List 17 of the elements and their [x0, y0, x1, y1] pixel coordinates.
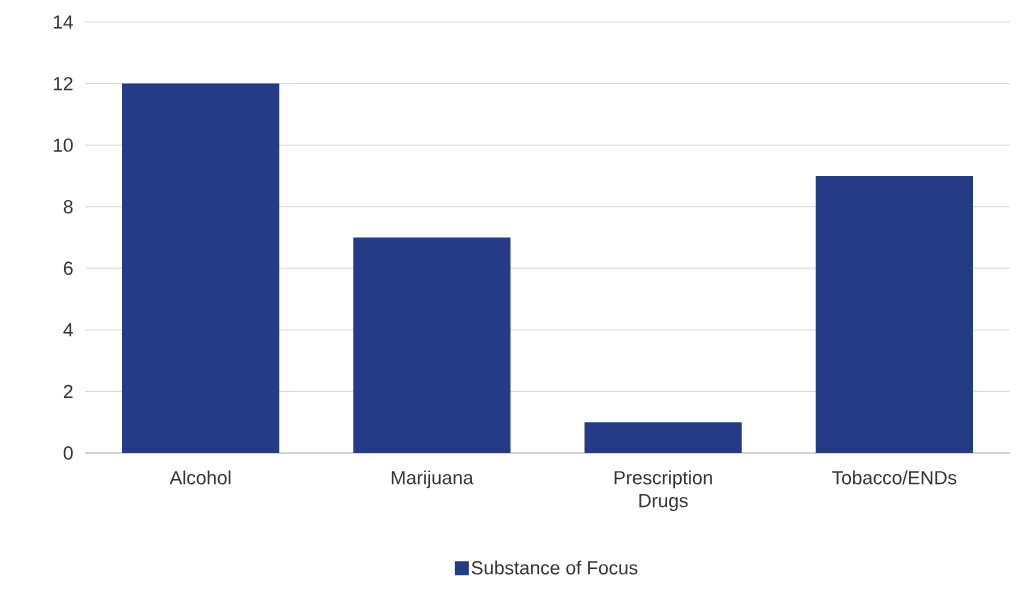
y-tick-label: 6: [63, 261, 73, 275]
bar: [353, 237, 511, 453]
y-tick-label: 10: [53, 138, 73, 152]
y-tick-label: 12: [53, 76, 73, 91]
y-tick-label: 2: [63, 384, 73, 399]
bar: [122, 83, 280, 453]
y-tick-label: 8: [63, 200, 73, 214]
x-tick-label: Alcohol: [169, 470, 231, 485]
bar: [584, 422, 742, 453]
y-tick-label: 14: [53, 15, 73, 29]
x-tick-label: Marijuana: [391, 470, 474, 489]
bar: [815, 175, 974, 453]
x-tick-label: Prescription Drugs: [614, 470, 712, 512]
legend-label: Substance of Focus: [471, 560, 638, 575]
x-tick-label: Tobacco/ENDs: [832, 470, 957, 485]
y-tick-label: 4: [63, 323, 73, 337]
y-tick-label: 0: [63, 446, 73, 460]
